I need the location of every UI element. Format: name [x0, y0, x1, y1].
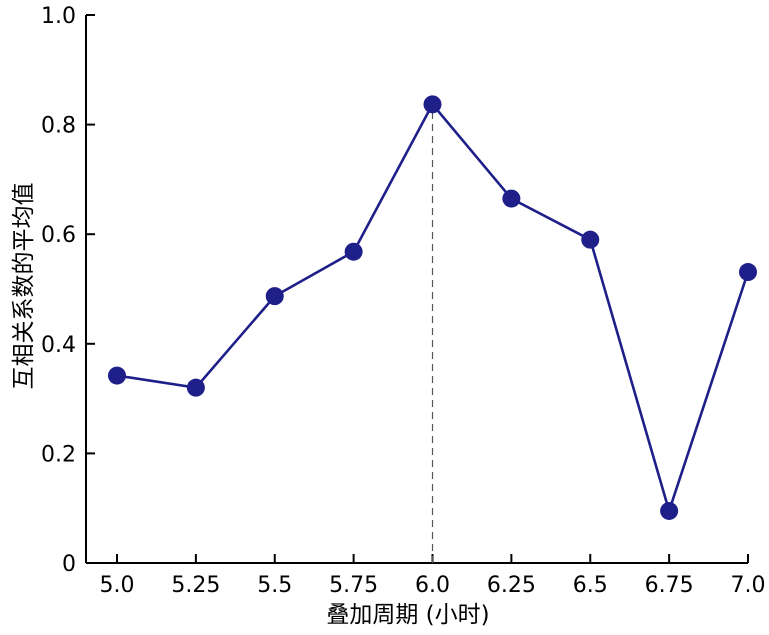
- x-tick-label: 6.25: [487, 573, 536, 598]
- x-tick-label: 5.5: [257, 573, 292, 598]
- y-tick-label: 1.0: [41, 4, 76, 29]
- y-tick-label: 0: [62, 552, 76, 577]
- x-axis-title: 叠加周期 (小时): [326, 602, 489, 628]
- data-point: [660, 501, 679, 520]
- y-tick-label: 0.2: [41, 442, 76, 467]
- data-point: [265, 287, 284, 306]
- x-tick-label: 6.75: [645, 573, 694, 598]
- data-point: [581, 230, 600, 249]
- data-point: [108, 366, 126, 385]
- data-point: [186, 378, 205, 397]
- y-ticks: 0 0.2 0.4 0.6 0.8 1.0: [41, 4, 95, 577]
- x-tick-label: 7.0: [731, 573, 766, 598]
- data-point: [502, 189, 521, 208]
- x-ticks: 5.0 5.25 5.5 5.75 6.0 6.25 6.5 6.75 7.0: [100, 554, 766, 598]
- y-axis-title: 互相关系数的平均值: [11, 183, 37, 390]
- y-tick-label: 0.8: [41, 114, 76, 139]
- data-points: [108, 95, 757, 520]
- y-tick-label: 0.6: [41, 223, 76, 248]
- data-point: [423, 95, 442, 114]
- axes: [85, 15, 748, 564]
- x-tick-label: 6.0: [415, 573, 450, 598]
- x-tick-label: 5.25: [171, 573, 220, 598]
- y-tick-label: 0.4: [41, 333, 76, 358]
- x-tick-label: 5.0: [100, 573, 135, 598]
- data-point: [344, 242, 363, 261]
- data-point: [739, 263, 757, 282]
- x-tick-label: 6.5: [573, 573, 608, 598]
- x-tick-label: 5.75: [329, 573, 378, 598]
